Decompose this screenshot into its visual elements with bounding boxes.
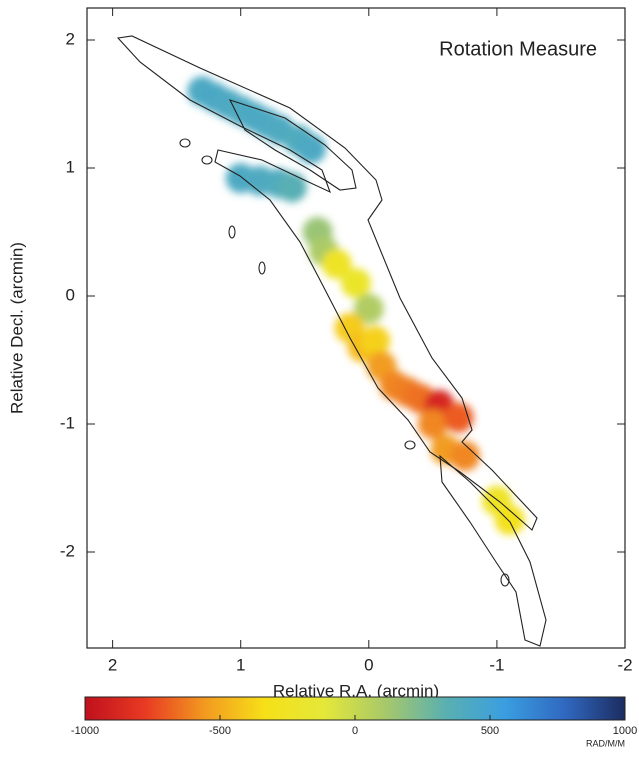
colorbar-tick-label: 0 xyxy=(352,725,358,737)
x-axis-label: Relative R.A. (arcmin) xyxy=(273,681,439,700)
y-tick-label: -1 xyxy=(60,413,75,432)
x-tick-label: -1 xyxy=(489,655,504,674)
rm-cell xyxy=(443,402,474,433)
plot-frame xyxy=(86,7,626,649)
y-tick-label: 0 xyxy=(66,285,75,304)
rm-cell xyxy=(449,441,480,471)
contours xyxy=(116,35,547,647)
colorbar-tick-label: 1000 xyxy=(613,725,637,737)
colorbar-label: RAD/M/M xyxy=(586,738,625,748)
rm-map xyxy=(187,76,525,535)
x-tick-label: 0 xyxy=(364,655,373,674)
rm-cell xyxy=(276,172,307,203)
y-tick-label: 2 xyxy=(66,29,75,48)
y-tick-label: -2 xyxy=(60,541,75,560)
x-tick-label: -2 xyxy=(617,655,632,674)
colorbar-tick-label: 500 xyxy=(481,725,499,737)
y-tick-label: 1 xyxy=(66,157,75,176)
x-tick-label: 1 xyxy=(236,655,245,674)
chart-title: Rotation Measure xyxy=(439,38,597,60)
rm-cell xyxy=(417,409,448,439)
x-tick-label: 2 xyxy=(108,655,117,674)
y-axis-label: Relative Decl. (arcmin) xyxy=(7,242,26,414)
rm-cell xyxy=(353,293,384,324)
rm-cell xyxy=(494,505,525,535)
colorbar-tick-label: -1000 xyxy=(71,725,99,737)
rm-cell xyxy=(341,268,371,299)
rm-cell xyxy=(321,249,352,279)
colorbar-tick-label: -500 xyxy=(209,725,231,737)
rm-cell xyxy=(296,133,327,164)
rm-cell xyxy=(360,325,391,356)
